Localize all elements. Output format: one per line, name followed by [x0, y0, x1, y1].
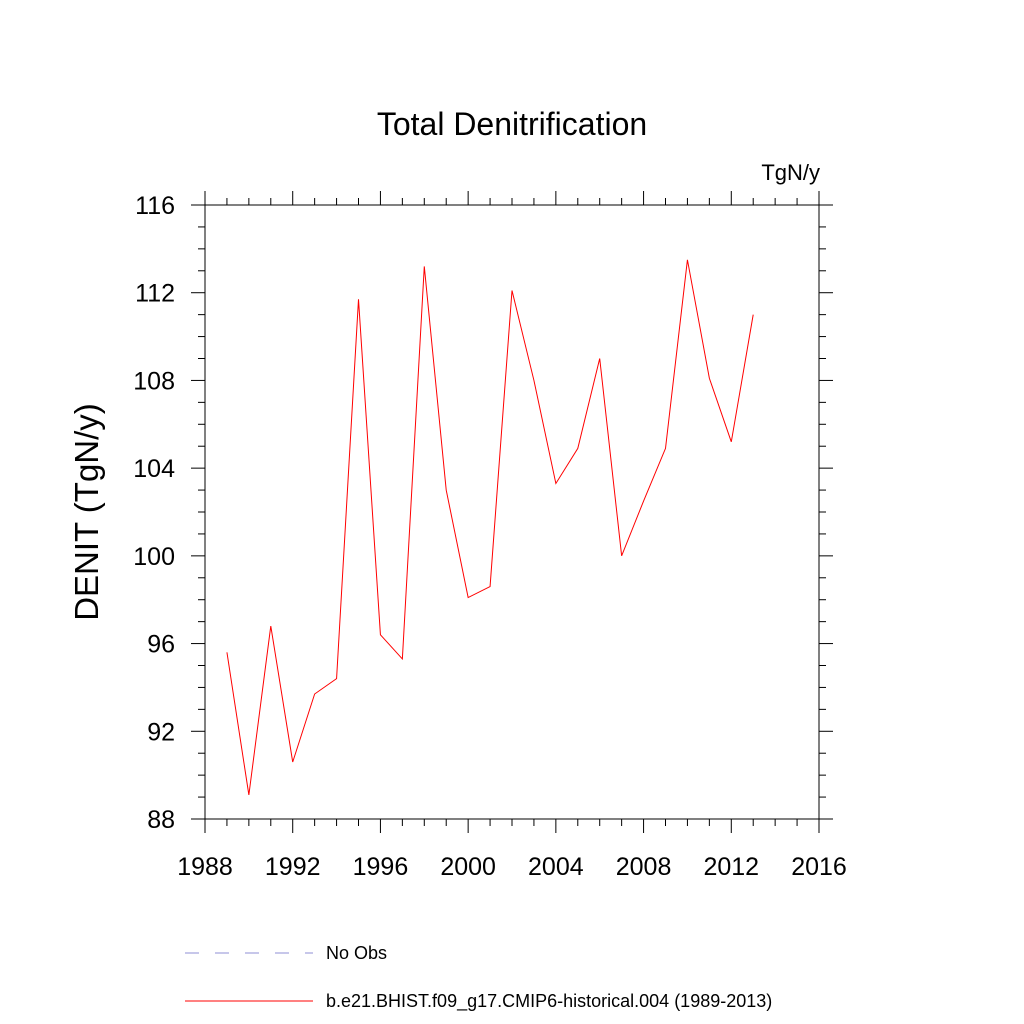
x-tick-label: 1988: [177, 853, 233, 881]
y-tick-label: 88: [147, 806, 175, 834]
y-tick-label: 104: [133, 455, 175, 483]
x-tick-label: 2000: [440, 853, 496, 881]
x-tick-label: 2016: [791, 853, 847, 881]
series-layer: [226, 259, 754, 795]
x-tick-label: 2008: [616, 853, 672, 881]
legend-label: b.e21.BHIST.f09_g17.CMIP6-historical.004…: [326, 991, 772, 1012]
x-tick-label: 1992: [265, 853, 321, 881]
y-tick-label: 96: [147, 631, 175, 659]
axis-tick-labels: 1988 1992 1996 2000 2004 2008 2012 2016 88 92 96 10…: [133, 192, 847, 881]
axis-ticks: [191, 191, 833, 833]
units-label: TgN/y: [761, 160, 820, 185]
y-tick-label: 100: [133, 543, 175, 571]
y-tick-label: 116: [135, 192, 175, 220]
chart-title: Total Denitrification: [377, 106, 647, 142]
x-tick-label: 1996: [353, 853, 409, 881]
y-tick-label: 92: [147, 718, 175, 746]
y-tick-label: 112: [135, 280, 175, 308]
legend-label: No Obs: [326, 943, 387, 963]
x-tick-label: 2012: [703, 853, 759, 881]
series-line: [226, 259, 754, 795]
y-tick-label: 108: [133, 367, 175, 395]
y-axis-label: DENIT (TgN/y): [68, 403, 105, 621]
legend: No Obs b.e21.BHIST.f09_g17.CMIP6-historic…: [185, 943, 772, 1012]
x-tick-label: 2004: [528, 853, 584, 881]
